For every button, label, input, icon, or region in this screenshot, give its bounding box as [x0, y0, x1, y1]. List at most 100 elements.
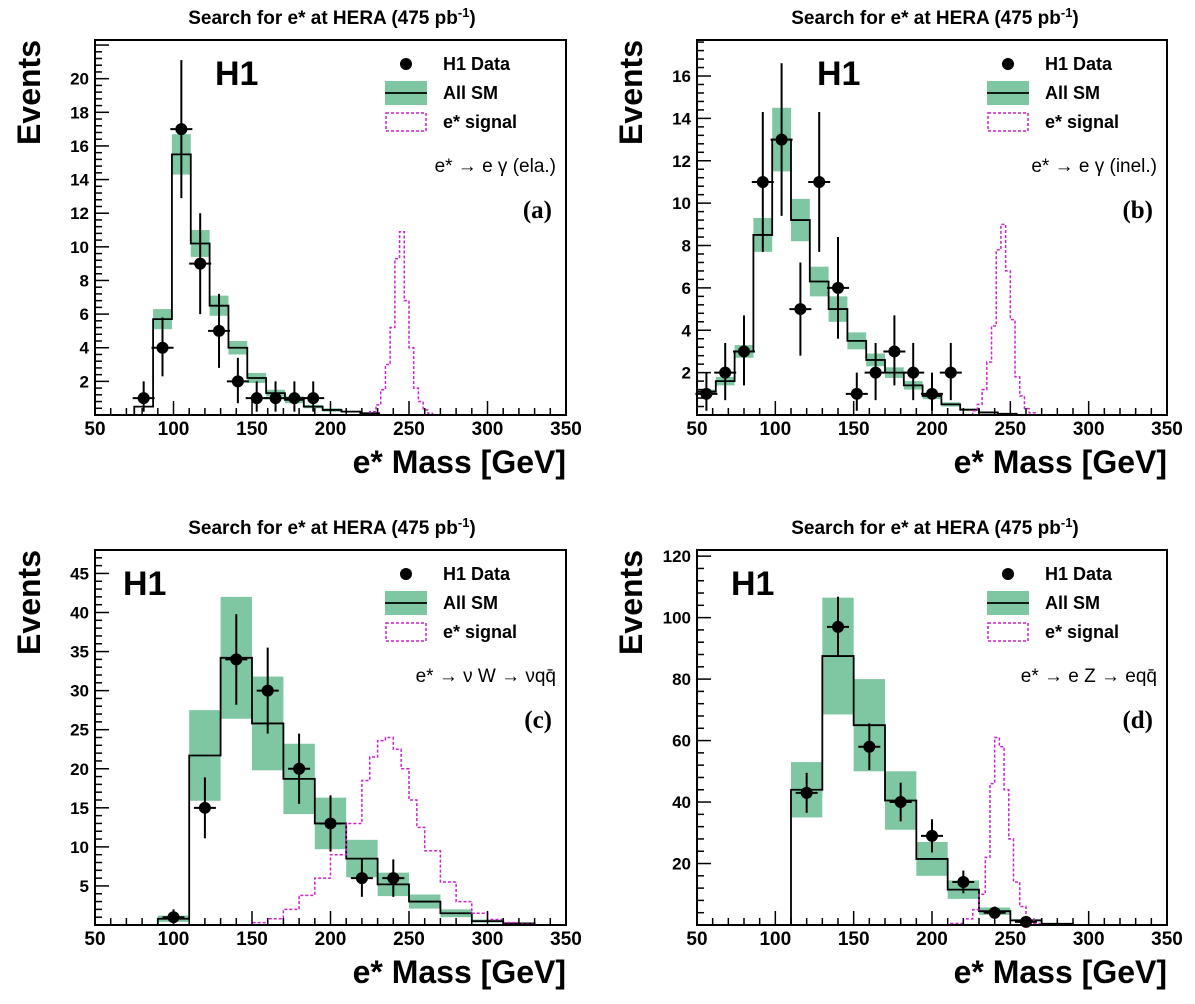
y-axis: 5 10 15 20 25 30 35 40 45 — [70, 549, 109, 926]
x-tick-label: 50 — [686, 929, 707, 950]
x-axis: 50 100 150 200 250 300 350 — [686, 911, 1183, 950]
y-tick-label: 20 — [70, 760, 89, 779]
data-points — [695, 63, 962, 411]
data-marker — [719, 366, 732, 379]
y-tick-label: 14 — [672, 109, 691, 128]
data-point — [225, 614, 248, 705]
data-marker — [988, 906, 1001, 919]
x-tick-label: 300 — [1073, 929, 1105, 950]
data-point — [795, 772, 818, 813]
data-marker — [813, 175, 826, 188]
legend-sm-label: All SM — [443, 83, 498, 103]
data-point — [789, 262, 812, 356]
x-tick-label: 100 — [759, 419, 791, 440]
experiment-label: H1 — [123, 565, 166, 603]
x-tick-label: 200 — [916, 419, 948, 440]
y-tick-label: 6 — [682, 279, 691, 298]
process-label: e* → e Z → eqq̄ — [1021, 666, 1157, 687]
legend-signal-swatch — [385, 112, 427, 132]
y-tick-label: 10 — [70, 238, 89, 257]
signal-histogram — [697, 223, 1167, 416]
sm-uncertainty-bands — [153, 134, 380, 415]
y-tick-label: 16 — [672, 67, 691, 86]
y-tick-label: 12 — [70, 204, 89, 223]
legend-sm-label: All SM — [443, 593, 498, 613]
data-marker — [355, 872, 368, 885]
legend: H1 Data All SM e* signal — [987, 564, 1119, 642]
data-point — [189, 213, 212, 315]
y-axis-label: Events — [613, 550, 649, 655]
panel-c: Search for e* at HERA (475 pb-1) 50 100 150… — [11, 515, 582, 990]
data-point — [382, 859, 405, 897]
legend-signal-swatch — [987, 112, 1029, 132]
data-marker — [926, 829, 938, 842]
y-tick-label: 2 — [80, 372, 89, 391]
experiment-label: H1 — [215, 55, 258, 93]
y-tick-label: 15 — [70, 799, 89, 818]
x-tick-label: 250 — [393, 929, 425, 950]
x-tick-label: 100 — [158, 419, 190, 440]
data-marker — [387, 872, 400, 885]
y-tick-label: 45 — [70, 564, 89, 583]
y-tick-label: 4 — [682, 321, 692, 340]
sm-uncertainty-bands — [157, 596, 535, 925]
data-point — [193, 777, 216, 839]
data-marker — [213, 324, 226, 337]
data-point — [733, 315, 755, 386]
legend-data-label: H1 Data — [443, 54, 511, 74]
chart-title: Search for e* at HERA (475 pb-1) — [791, 515, 1079, 539]
data-marker — [269, 392, 282, 405]
data-point — [170, 60, 193, 199]
data-marker — [261, 684, 274, 697]
legend-data-marker — [1002, 58, 1014, 70]
data-point — [921, 819, 943, 853]
x-tick-label: 350 — [1151, 419, 1183, 440]
x-tick-label: 50 — [686, 419, 707, 440]
data-point — [288, 733, 311, 804]
data-point — [952, 870, 975, 894]
y-tick-label: 40 — [70, 604, 89, 623]
y-tick-label: 40 — [672, 793, 691, 812]
sm-uncertainty-bands — [791, 597, 1073, 925]
x-tick-label: 200 — [315, 419, 347, 440]
data-marker — [198, 801, 211, 814]
data-point — [245, 381, 268, 412]
data-point — [208, 293, 231, 368]
y-tick-label: 80 — [672, 670, 691, 689]
x-tick-label: 150 — [838, 419, 870, 440]
legend: H1 Data All SM e* signal — [987, 54, 1119, 132]
data-point — [151, 317, 174, 377]
data-point — [695, 372, 718, 411]
legend-signal-swatch — [385, 622, 427, 642]
data-marker — [137, 392, 150, 405]
data-marker — [850, 387, 863, 400]
x-tick-label: 150 — [236, 419, 268, 440]
data-point — [827, 237, 849, 339]
y-tick-label: 10 — [672, 194, 691, 213]
x-tick-label: 100 — [759, 929, 791, 950]
y-tick-label: 2 — [682, 364, 691, 383]
data-marker — [738, 345, 750, 358]
x-tick-label: 100 — [158, 929, 190, 950]
data-point — [770, 63, 793, 216]
experiment-label: H1 — [817, 55, 860, 93]
y-tick-label: 20 — [672, 855, 691, 874]
data-point — [808, 112, 831, 252]
process-label: e* → ν W → νqq̄ — [416, 666, 556, 687]
data-point — [864, 342, 887, 401]
x-axis: 50 100 150 200 250 300 350 — [84, 911, 582, 950]
legend-data-marker — [1002, 568, 1014, 580]
legend-signal-label: e* signal — [443, 622, 517, 642]
data-marker — [288, 392, 301, 405]
data-point — [827, 596, 849, 657]
x-tick-label: 250 — [393, 419, 425, 440]
y-tick-label: 35 — [70, 643, 89, 662]
x-axis: 50 100 150 200 250 300 350 — [686, 401, 1183, 440]
data-point — [939, 342, 962, 401]
y-tick-label: 10 — [70, 838, 89, 857]
x-tick-label: 200 — [916, 929, 948, 950]
y-tick-label: 120 — [663, 547, 691, 566]
data-points — [162, 614, 405, 924]
x-tick-label: 250 — [994, 929, 1026, 950]
legend-data-marker — [400, 568, 412, 580]
